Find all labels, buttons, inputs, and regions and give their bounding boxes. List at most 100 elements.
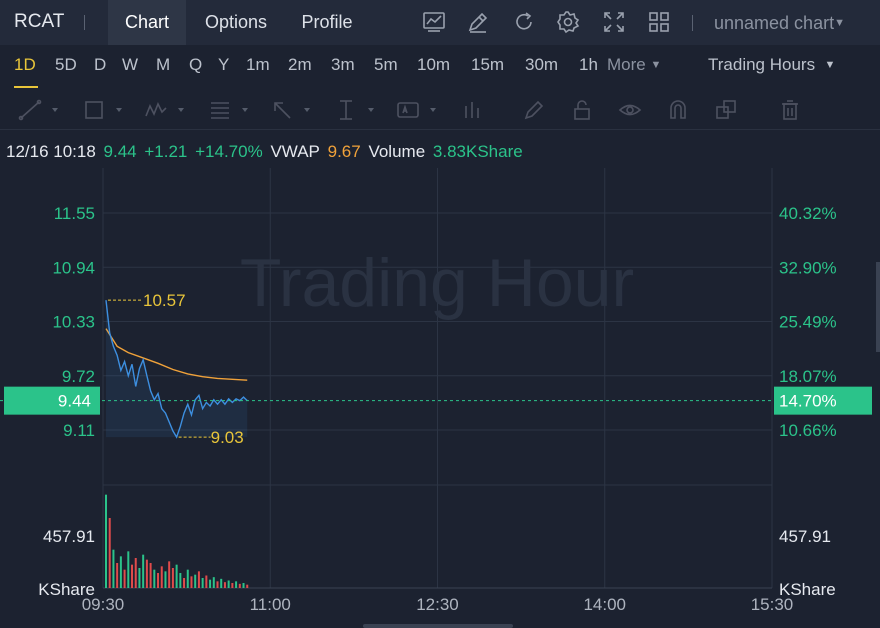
volume-bar [179,573,182,588]
trendline-icon[interactable] [18,98,44,124]
volume-bar [105,494,107,588]
volume-bar [127,551,130,588]
price-chart[interactable]: Trading Hour 10.57 9.03 11.55 10.94 10.33 9.… [0,168,880,628]
volume-bar [175,564,178,588]
timeframe-5m[interactable]: 5m [374,55,398,74]
price-tick-label: 9.72 [62,367,95,386]
layers-icon[interactable] [714,98,740,124]
bar-pattern-icon[interactable] [460,98,486,124]
time-axis: 09:30 11:00 12:30 14:00 15:30 [82,595,794,614]
current-price-badge [4,386,100,415]
percent-tick-label: 25.49% [779,313,837,332]
timeframe-5d[interactable]: 5D [55,55,77,74]
timeframe-10m[interactable]: 10m [417,55,451,74]
refresh-icon[interactable] [512,10,536,34]
current-price-badge-label: 9.44 [58,392,91,411]
timeframe-2m[interactable]: 2m [288,55,312,74]
chart-svg[interactable]: Trading Hour 10.57 9.03 11.55 10.94 10.33 9.… [0,168,880,628]
arrow-icon[interactable] [270,98,296,124]
volume-label: Volume [368,142,426,161]
tab-profile[interactable]: Profile [301,12,353,32]
volume-bar [205,575,208,588]
trash-icon[interactable] [778,98,804,124]
dropdown-caret[interactable] [368,108,374,112]
drawing-toolbar [0,90,880,130]
timeframe-y[interactable]: Y [218,55,230,74]
horizontal-scrollbar[interactable] [363,624,513,628]
pattern-icon[interactable] [144,98,170,124]
volume-bar [164,571,167,588]
dropdown-caret[interactable] [242,108,248,112]
timeframe-m[interactable]: M [156,55,171,74]
more-timeframes-button[interactable]: More ▼ [607,55,661,75]
price-line [105,300,248,439]
lock-icon[interactable] [570,98,596,124]
draw-icon[interactable] [466,10,490,34]
volume-bar [209,579,212,588]
volume-bar [220,578,223,588]
measure-icon[interactable] [334,98,360,124]
volume-bar [212,577,215,588]
active-timeframe-indicator [14,86,38,88]
volume-bars [105,494,249,588]
separator [692,15,693,31]
timeframe-q[interactable]: Q [189,55,203,74]
rectangle-icon[interactable] [82,98,108,124]
volume-bar [131,564,134,588]
volume-bar [153,569,156,588]
timeframe-bar: 1D 5D D W M Q Y 1m 2m 3m 5m 10m 15m 30m … [0,45,880,90]
quote-price: 9.44 [103,142,137,161]
quote-info-line: 12/16 10:18 9.44 +1.21 +14.70% VWAP 9.67… [6,142,526,162]
percent-axis: 40.32% 32.90% 25.49% 18.07% 10.66% 14.70% 457.… [774,204,872,599]
volume-bar [183,578,186,588]
timeframe-d[interactable]: D [94,55,107,74]
right-edge-handle[interactable] [876,262,880,352]
eye-icon[interactable] [618,98,644,124]
volume-bar [197,571,200,588]
timeframe-3m[interactable]: 3m [331,55,355,74]
text-icon[interactable] [396,98,422,124]
layout-icon[interactable] [647,10,671,34]
volume-bar [112,549,115,588]
volume-bar [216,581,219,588]
dropdown-caret[interactable] [304,108,310,112]
trading-hours-select[interactable]: Trading Hours ▼ [708,55,835,75]
volume-bar [201,578,204,588]
volume-bar [231,583,234,588]
dropdown-caret[interactable] [178,108,184,112]
price-tick-label: 10.94 [52,258,95,277]
timeframe-w[interactable]: W [122,55,139,74]
dropdown-caret[interactable] [116,108,122,112]
dropdown-caret[interactable] [430,108,436,112]
volume-bar [246,584,249,588]
volume-bar [142,554,145,588]
indicators-icon[interactable] [422,10,446,34]
timeframe-1h[interactable]: 1h [579,55,598,74]
price-axis: 11.55 10.94 10.33 9.72 9.11 9.44 457.91 KShare [4,204,100,599]
volume-bar [116,563,119,588]
ticker-symbol: RCAT [14,11,65,32]
current-percent-badge-label: 14.70% [779,392,837,411]
fibonacci-icon[interactable] [208,98,234,124]
price-area-fill [106,300,248,438]
tab-chart[interactable]: Chart [108,0,186,45]
volume-bar [227,580,230,588]
magnet-icon[interactable] [666,98,692,124]
separator [84,15,85,30]
trading-hours-label: Trading Hours [708,55,816,74]
timeframe-1m[interactable]: 1m [246,55,270,74]
settings-icon[interactable] [556,10,580,34]
time-tick-label: 11:00 [250,595,291,614]
chart-name-select[interactable]: unnamed chart▼ [714,13,845,34]
volume-bar [108,518,111,588]
fullscreen-icon[interactable] [602,10,626,34]
chart-watermark: Trading Hour [240,245,634,321]
volume-bar [134,558,137,588]
dropdown-caret[interactable] [52,108,58,112]
timeframe-1d[interactable]: 1D [14,55,36,74]
chart-name-label: unnamed chart [714,13,835,33]
timeframe-15m[interactable]: 15m [471,55,505,74]
timeframe-30m[interactable]: 30m [525,55,559,74]
brush-icon[interactable] [522,98,548,124]
tab-options[interactable]: Options [204,12,268,32]
